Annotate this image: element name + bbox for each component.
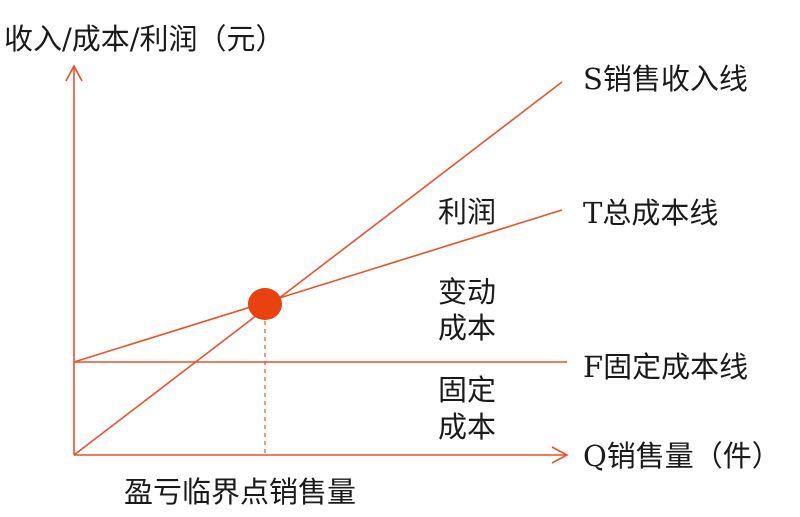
fixed-cost-line-label: F固定成本线 — [583, 350, 748, 384]
x-axis-label: Q销售量（件） — [583, 439, 781, 473]
fixed-cost-label-line2: 成本 — [438, 410, 496, 444]
y-axis-arrow — [65, 64, 83, 82]
variable-cost-label-line2: 成本 — [438, 311, 496, 345]
x-axis-arrow — [551, 446, 569, 464]
breakeven-point — [248, 288, 282, 320]
profit-region-label: 利润 — [438, 195, 496, 229]
total-cost-line-label: T总成本线 — [583, 196, 718, 230]
sales-revenue-line — [73, 81, 563, 456]
y-axis-label: 收入/成本/利润（元） — [4, 22, 285, 56]
fixed-cost-label-line1: 固定 — [438, 373, 496, 407]
total-cost-line — [73, 209, 563, 363]
variable-cost-label-line1: 变动 — [438, 275, 496, 309]
sales-line-label: S销售收入线 — [583, 62, 748, 96]
breakeven-label: 盈亏临界点销售量 — [124, 475, 356, 509]
